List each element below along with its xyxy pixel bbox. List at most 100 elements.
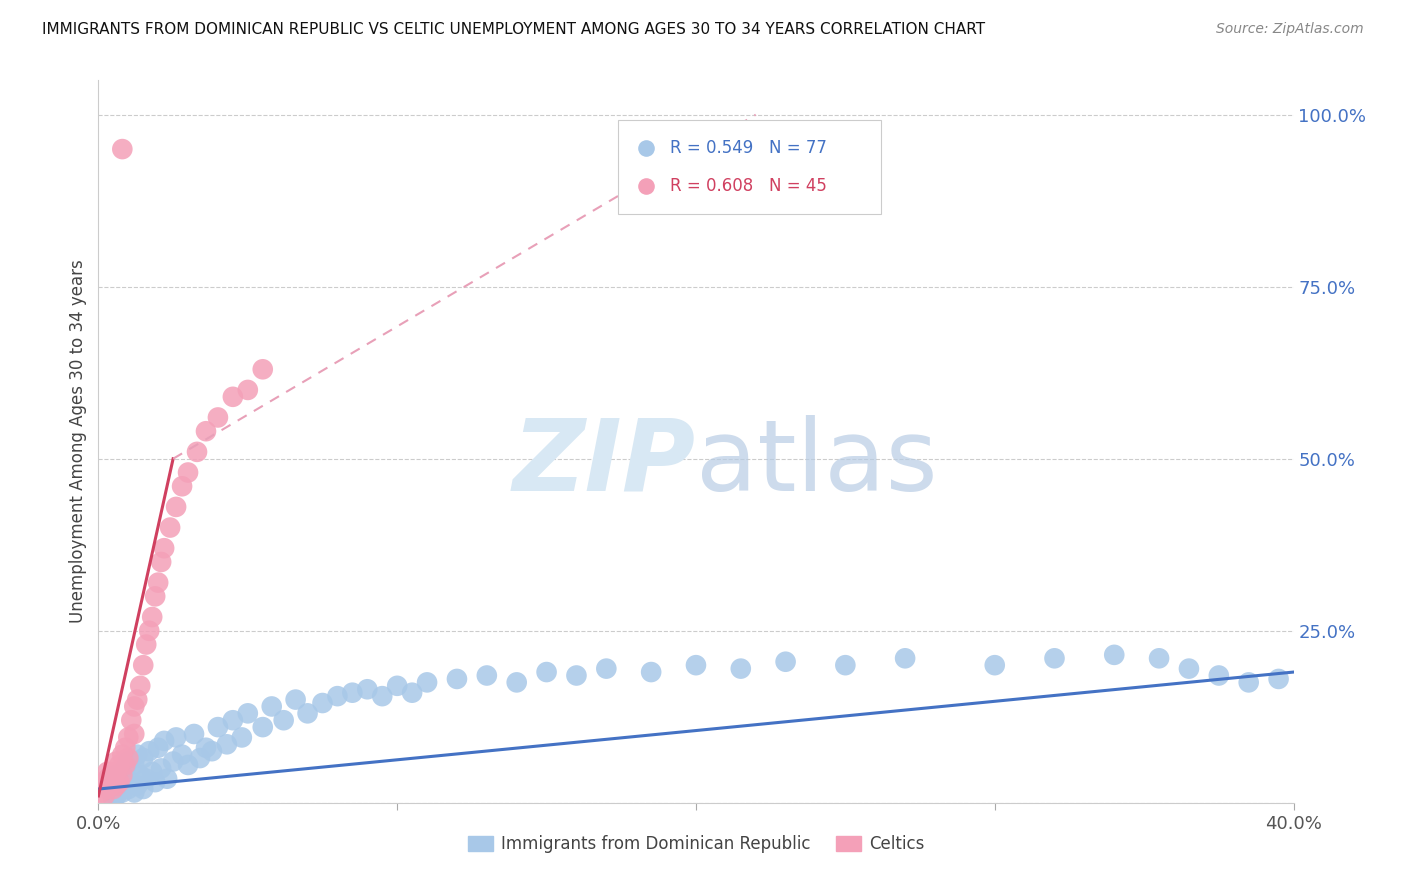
Point [1267, 672, 1289, 686]
Point [98, 768, 122, 782]
Point [108, 758, 131, 772]
Point [172, 747, 194, 762]
Text: atlas: atlas [696, 415, 938, 512]
Text: Source: ZipAtlas.com: Source: ZipAtlas.com [1216, 22, 1364, 37]
Point [111, 764, 134, 779]
Point [834, 658, 856, 673]
Point [90, 785, 112, 799]
Point [894, 651, 917, 665]
Point [105, 764, 128, 779]
Point [685, 658, 707, 673]
Point [111, 142, 134, 156]
Point [446, 672, 468, 686]
Point [172, 479, 194, 493]
Point [195, 740, 218, 755]
Point [124, 727, 146, 741]
Point [1104, 648, 1126, 662]
Point [132, 658, 155, 673]
Point [135, 772, 157, 786]
FancyBboxPatch shape [619, 120, 882, 214]
Point [153, 734, 176, 748]
Point [114, 758, 136, 772]
Point [96, 779, 118, 793]
Point [1043, 651, 1066, 665]
Point [103, 775, 125, 789]
Point [297, 706, 319, 721]
Point [201, 744, 224, 758]
Point [177, 758, 200, 772]
Point [111, 785, 134, 799]
Point [222, 390, 245, 404]
Point [775, 655, 797, 669]
Point [114, 740, 136, 755]
Point [114, 761, 136, 775]
Point [162, 755, 184, 769]
Point [96, 772, 118, 786]
Point [177, 466, 200, 480]
Point [150, 555, 173, 569]
Point [132, 782, 155, 797]
Point [565, 668, 588, 682]
Point [311, 696, 333, 710]
Point [103, 772, 125, 786]
Point [186, 445, 208, 459]
Point [117, 731, 139, 745]
Point [159, 520, 181, 534]
Point [105, 768, 128, 782]
Point [132, 751, 155, 765]
Point [385, 679, 409, 693]
Point [165, 500, 187, 514]
Point [90, 779, 112, 793]
Point [252, 720, 274, 734]
Point [231, 731, 253, 745]
Point [150, 761, 173, 775]
Point [215, 737, 238, 751]
Point [236, 706, 259, 721]
Point [342, 686, 364, 700]
Text: ZIP: ZIP [513, 415, 696, 512]
Point [188, 751, 211, 765]
Point [156, 772, 179, 786]
Point [595, 662, 617, 676]
Point [401, 686, 423, 700]
Point [143, 775, 166, 789]
Point [124, 785, 146, 799]
Point [127, 779, 149, 793]
Point [536, 665, 558, 679]
Point [284, 692, 307, 706]
Point [207, 410, 229, 425]
Point [117, 755, 139, 769]
Point [207, 720, 229, 734]
Point [326, 689, 349, 703]
Point [141, 764, 163, 779]
Point [124, 758, 146, 772]
Point [475, 668, 498, 682]
Point [138, 624, 160, 638]
Point [96, 764, 118, 779]
Point [1147, 651, 1170, 665]
Text: R = 0.608   N = 45: R = 0.608 N = 45 [669, 177, 827, 195]
Point [371, 689, 394, 703]
Y-axis label: Unemployment Among Ages 30 to 34 years: Unemployment Among Ages 30 to 34 years [69, 260, 87, 624]
Point [148, 575, 170, 590]
Point [138, 744, 160, 758]
Point [111, 768, 134, 782]
Point [105, 755, 128, 769]
Point [730, 662, 752, 676]
Point [236, 383, 259, 397]
Point [984, 658, 1007, 673]
Point [260, 699, 283, 714]
Point [120, 713, 142, 727]
Point [93, 775, 115, 789]
Point [114, 779, 136, 793]
Point [1178, 662, 1201, 676]
Legend: Immigrants from Dominican Republic, Celtics: Immigrants from Dominican Republic, Celt… [461, 828, 931, 860]
Point [356, 682, 378, 697]
Point [148, 740, 170, 755]
Point [165, 731, 187, 745]
Point [120, 775, 142, 789]
Point [98, 782, 122, 797]
Point [105, 789, 128, 803]
Point [141, 610, 163, 624]
Point [108, 775, 131, 789]
